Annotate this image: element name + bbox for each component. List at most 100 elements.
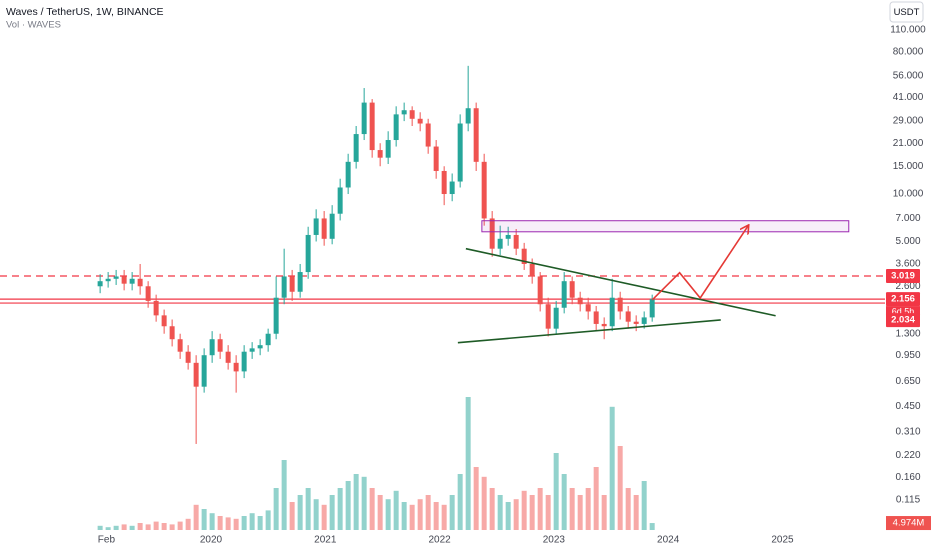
candle-body [393, 114, 399, 141]
candle-body [361, 102, 367, 135]
candle-body [569, 281, 575, 298]
volume-bar [369, 488, 375, 530]
volume-bar [241, 516, 247, 530]
y-tick-label: 56.000 [893, 71, 924, 82]
candle-body [649, 299, 655, 318]
candle-body [225, 351, 231, 363]
volume-bar [297, 495, 303, 530]
volume-bar [425, 495, 431, 530]
currency-button[interactable] [889, 1, 924, 23]
volume-bar [625, 488, 631, 530]
candle-body [417, 118, 423, 124]
x-tick-label: 2024 [657, 535, 680, 546]
volume-legend: Vol · WAVES [6, 20, 61, 31]
volume-bar [385, 499, 391, 530]
y-tick-label: 5.000 [895, 236, 920, 247]
candle-body [625, 311, 631, 322]
volume-bar [481, 476, 487, 530]
x-tick-label: Feb [98, 535, 116, 546]
volume-last-label: 4.974M [893, 518, 925, 529]
candle-body [201, 355, 207, 387]
volume-bar [305, 488, 311, 530]
candle-body [273, 297, 279, 334]
volume-bar [185, 518, 191, 530]
volume-bar [121, 524, 127, 530]
y-tick-label: 0.115 [896, 494, 921, 505]
candle-body [497, 238, 503, 249]
volume-bar [209, 513, 215, 530]
volume-bar [353, 474, 359, 530]
currency-label[interactable]: USDT [894, 7, 920, 18]
trendline [457, 319, 721, 344]
y-tick-label: 0.310 [895, 427, 920, 438]
volume-bar [345, 481, 351, 530]
volume-bar [201, 509, 207, 530]
volume-bar [193, 504, 199, 530]
candle-body [537, 276, 543, 305]
volume-bar [113, 525, 119, 530]
candle-body [153, 300, 159, 316]
y-tick-label: 10.000 [893, 189, 924, 200]
candle-body [161, 315, 167, 327]
candle-body [129, 278, 135, 284]
candle-body [545, 304, 551, 329]
y-tick-label: 2.600 [895, 281, 920, 292]
candle-body [617, 297, 623, 312]
volume-bar [417, 499, 423, 530]
volume-bar [289, 502, 295, 530]
candle-body [577, 297, 583, 305]
candle-body [561, 281, 567, 308]
candle-body [513, 234, 519, 249]
candle-body [385, 140, 391, 158]
volume-bar [457, 474, 463, 530]
volume-bar [641, 481, 647, 530]
volume-bar [233, 518, 239, 530]
volume-bar [537, 488, 543, 530]
candle-body [465, 108, 471, 124]
volume-bar [545, 495, 551, 530]
volume-bar [265, 510, 271, 530]
candle-body [601, 323, 607, 327]
volume-bar [153, 521, 159, 530]
y-tick-label: 80.000 [893, 46, 924, 57]
candle-body [321, 218, 327, 239]
trendline [465, 247, 776, 317]
candle-body [113, 276, 119, 279]
price-badge-label: 2.034 [891, 315, 915, 326]
axis-layer: 110.000 80.000 56.000 41.000 29.000 21.000 15.… [98, 24, 931, 546]
y-tick-label: 21.000 [893, 138, 924, 149]
candle-body [137, 278, 143, 287]
volume-bar [521, 490, 527, 530]
y-tick-label: 0.450 [895, 401, 920, 412]
candle-body [353, 134, 359, 162]
candle-body [369, 102, 375, 151]
volume-bar [505, 502, 511, 530]
y-tick-label: 110.000 [890, 24, 926, 35]
y-tick-label: 0.650 [895, 376, 920, 387]
candle-body [505, 234, 511, 239]
candle-body [209, 339, 215, 356]
volume-bar [561, 474, 567, 530]
drawings-layer [457, 220, 850, 344]
candle-body [633, 321, 639, 324]
volume-bar [225, 517, 231, 530]
volume-bar [393, 490, 399, 530]
candle-body [433, 146, 439, 171]
candle-body [233, 362, 239, 372]
x-tick-label: 2023 [543, 535, 566, 546]
candle-body [489, 218, 495, 249]
price-badge-label: 3.019 [891, 271, 915, 282]
y-tick-label: 0.220 [895, 450, 920, 461]
candle-body [289, 276, 295, 292]
x-tick-label: 2020 [200, 535, 223, 546]
candle-body [521, 248, 527, 264]
volume-bar [553, 453, 559, 530]
volume-bar [137, 523, 143, 530]
candle-body [337, 187, 343, 214]
candle-body [585, 304, 591, 312]
candle-body [313, 218, 319, 235]
candle-body [441, 170, 447, 195]
volume-layer [97, 397, 655, 530]
candle-body [409, 110, 415, 119]
volume-bar [609, 406, 615, 530]
